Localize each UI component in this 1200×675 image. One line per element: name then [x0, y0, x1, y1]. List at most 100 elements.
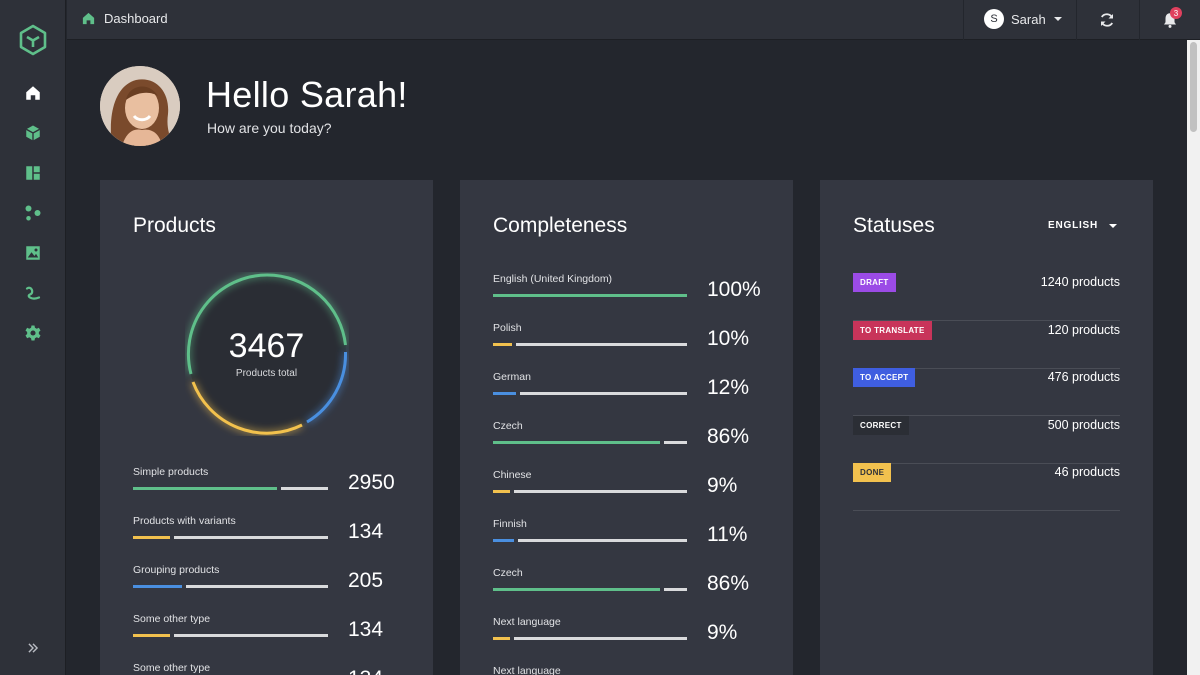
status-badge: TO ACCEPT — [853, 368, 916, 387]
language-select[interactable]: ENGLISH — [1048, 220, 1118, 231]
workflow-icon — [25, 286, 41, 300]
status-row[interactable]: TO TRANSLATE 120 products — [853, 320, 1120, 369]
card-title: Completeness — [493, 214, 628, 237]
product-type-progress-bar — [133, 634, 328, 637]
progress-fill — [493, 490, 510, 493]
language-row-label: Czech — [493, 567, 523, 579]
language-row-value: 9% — [707, 474, 738, 497]
product-type-row: Products with variants 134 — [133, 515, 403, 555]
language-row: Czech 86% — [493, 567, 763, 607]
language-progress-bar — [493, 637, 687, 640]
donut-segment-other — [186, 273, 268, 375]
product-type-row-value: 2950 — [348, 471, 395, 494]
progress-remaining — [514, 490, 687, 493]
progress-fill — [493, 588, 660, 591]
status-count: 476 products — [1047, 370, 1120, 384]
progress-fill — [133, 585, 182, 588]
language-row: English (United Kingdom) 100% — [493, 273, 763, 313]
product-type-row-label: Products with variants — [133, 515, 236, 527]
divider — [963, 0, 964, 40]
notification-badge: 3 — [1170, 7, 1182, 19]
scrollbar-thumb[interactable] — [1190, 42, 1197, 132]
progress-remaining — [174, 634, 328, 637]
caret-down-icon — [1053, 17, 1062, 21]
product-type-row-label: Grouping products — [133, 564, 220, 576]
divider — [1139, 0, 1140, 40]
status-badge: DRAFT — [853, 273, 896, 292]
product-type-row-label: Some other type — [133, 613, 211, 625]
language-row-label: Chinese — [493, 469, 532, 481]
products-total-label: Products total — [235, 368, 298, 379]
language-row-value: 86% — [707, 572, 750, 595]
status-badge: DONE — [853, 463, 892, 482]
status-row[interactable]: CORRECT 500 products — [853, 415, 1120, 464]
greeting-title: Hello Sarah! — [206, 74, 408, 115]
divider — [1076, 0, 1077, 40]
language-row-label: Polish — [493, 322, 522, 334]
product-type-progress-bar — [133, 536, 328, 539]
refresh-icon[interactable] — [1098, 11, 1116, 29]
language-row: Next language — [493, 665, 763, 675]
product-type-row-label: Some other type — [133, 662, 211, 674]
status-count: 500 products — [1047, 417, 1120, 432]
language-progress-bar — [493, 294, 687, 297]
status-row[interactable]: TO ACCEPT 476 products — [853, 368, 1120, 416]
language-row-label: Next language — [493, 665, 561, 675]
product-type-row: Simple products 2950 — [133, 466, 403, 506]
language-row-value: 86% — [707, 425, 750, 448]
card-title: Products — [133, 214, 216, 237]
donut-segment-grouping — [306, 351, 348, 424]
product-type-row: Grouping products 205 — [133, 564, 403, 604]
sidebar-item-media[interactable] — [21, 241, 45, 265]
logo-icon[interactable] — [17, 24, 49, 56]
user-name: Sarah — [1011, 11, 1046, 27]
progress-remaining — [518, 539, 687, 542]
product-type-row-value: 205 — [348, 569, 384, 592]
status-count: 46 products — [1054, 465, 1120, 479]
status-row[interactable]: DONE 46 products — [853, 463, 1120, 511]
language-row-value: 12% — [707, 376, 750, 399]
card-title: Statuses — [853, 214, 935, 237]
language-row-label: Next language — [493, 616, 561, 628]
user-avatar — [100, 66, 180, 146]
relations-icon — [25, 205, 41, 221]
sidebar-item-workflow[interactable] — [21, 281, 45, 305]
language-row-value: 9% — [707, 621, 738, 644]
language-row: Finnish 11% — [493, 518, 763, 558]
progress-fill — [133, 487, 277, 490]
sidebar — [0, 0, 66, 675]
sidebar-item-products[interactable] — [21, 121, 45, 145]
user-photo — [100, 66, 180, 146]
products-total-value: 3467 — [228, 327, 305, 365]
breadcrumb[interactable]: Dashboard — [81, 11, 168, 26]
status-badge: TO TRANSLATE — [853, 320, 932, 340]
breadcrumb-label: Dashboard — [104, 11, 168, 26]
language-row-label: German — [493, 371, 531, 383]
sidebar-item-dashboards[interactable] — [21, 161, 45, 185]
dashboard-icon — [26, 166, 40, 180]
language-row: Chinese 9% — [493, 469, 763, 509]
sidebar-expand-button[interactable] — [22, 637, 44, 659]
sidebar-item-settings[interactable] — [21, 321, 45, 345]
products-donut-chart — [186, 273, 348, 435]
language-row-label: Finnish — [493, 518, 527, 530]
products-card: Products 3467 Products total Simple prod… — [100, 180, 433, 675]
sidebar-item-home[interactable] — [21, 81, 45, 105]
progress-remaining — [174, 536, 328, 539]
product-type-progress-bar — [133, 585, 328, 588]
language-row-label: English (United Kingdom) — [493, 273, 613, 285]
progress-remaining — [186, 585, 328, 588]
sidebar-item-relations[interactable] — [21, 201, 45, 225]
product-type-row-label: Simple products — [133, 466, 209, 478]
donut-segment-variants — [191, 381, 303, 435]
status-row[interactable]: DRAFT 1240 products — [853, 273, 1120, 321]
language-row: Polish 10% — [493, 322, 763, 362]
language-row: German 12% — [493, 371, 763, 411]
user-menu[interactable]: S Sarah — [984, 9, 1063, 29]
home-icon — [82, 12, 95, 25]
language-row-value: 100% — [707, 278, 761, 301]
page-scrollbar[interactable] — [1187, 40, 1200, 675]
progress-remaining — [516, 343, 687, 346]
progress-fill — [493, 392, 516, 395]
status-badge: CORRECT — [853, 415, 909, 435]
